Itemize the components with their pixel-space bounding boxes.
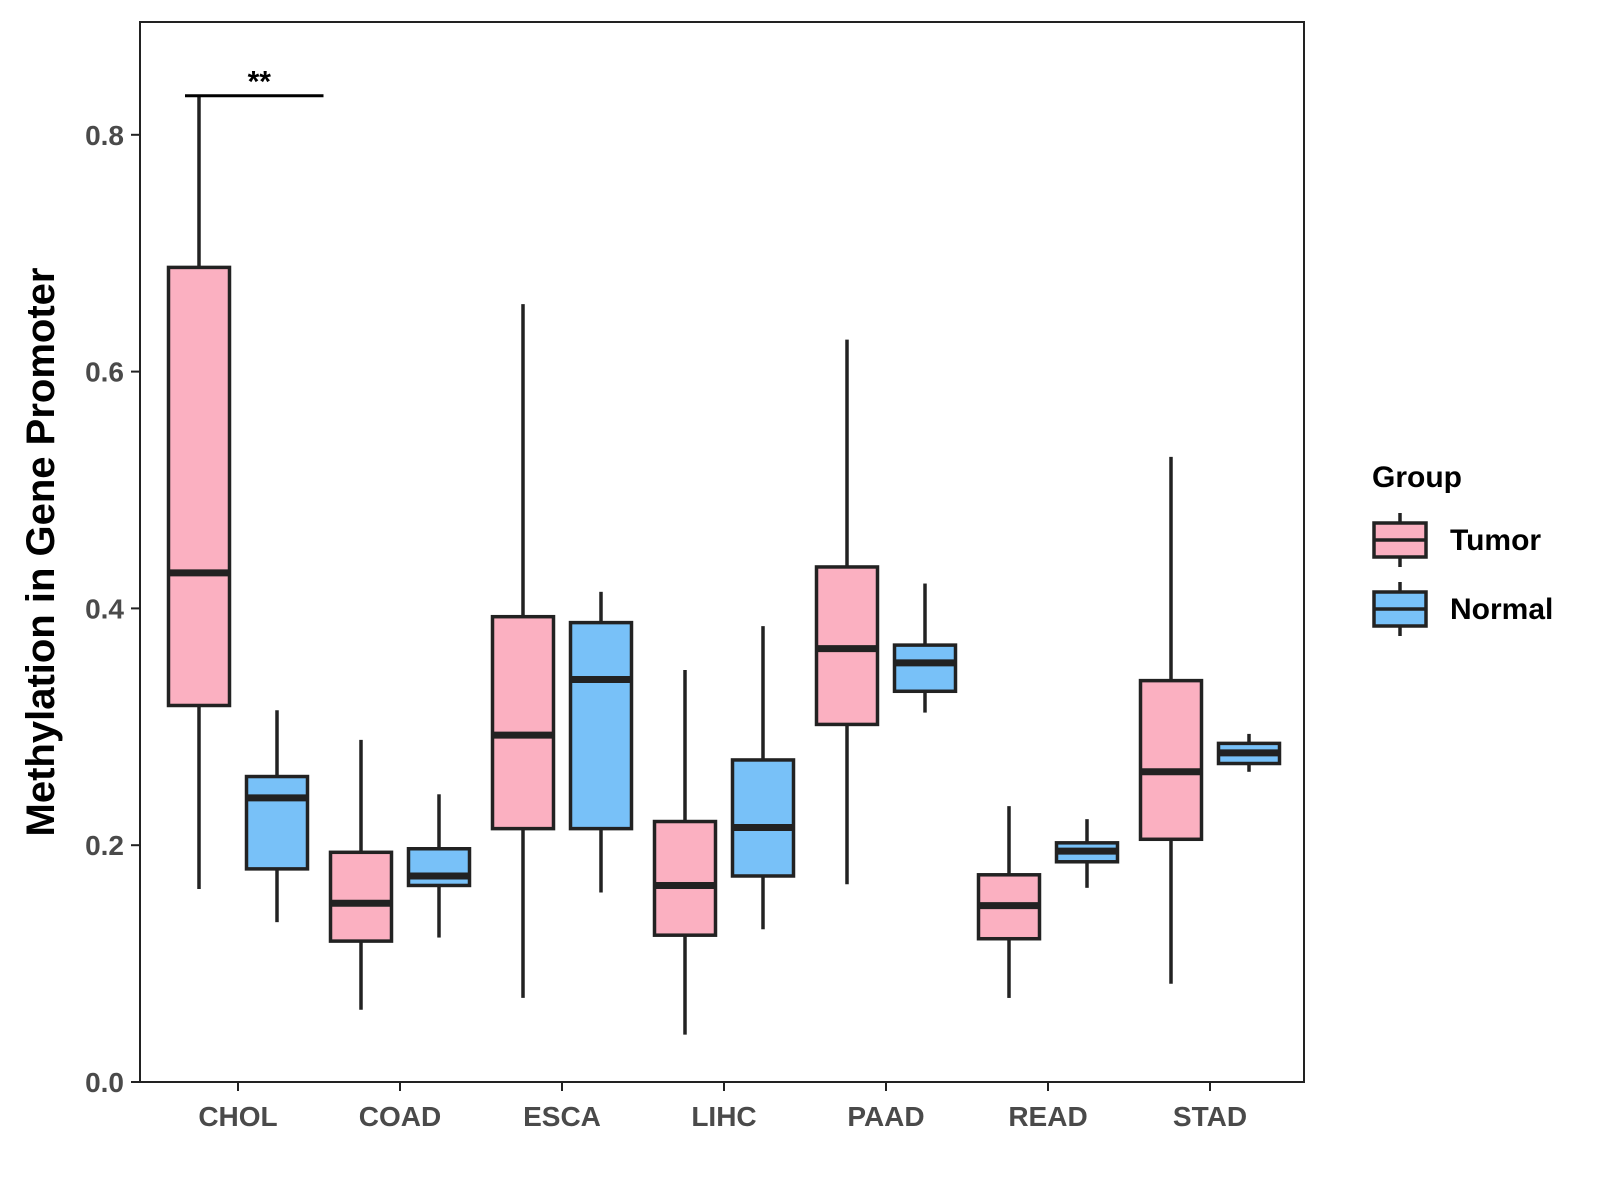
x-tick-label: COAD <box>359 1101 441 1132</box>
box-iqr <box>568 620 634 831</box>
box-iqr <box>1138 678 1204 842</box>
box-iqr <box>328 850 394 943</box>
significance-label: ** <box>248 66 272 99</box>
box-iqr <box>406 847 472 888</box>
x-tick-label: LIHC <box>691 1101 756 1132</box>
box-normal-esca <box>568 591 634 893</box>
box-tumor-read <box>976 806 1042 998</box>
box-normal-paad <box>892 583 958 713</box>
y-axis: 0.0 0.2 0.4 0.6 0.8 <box>85 120 140 1098</box>
box-series <box>166 95 1282 1035</box>
y-tick-label: 0.0 <box>85 1067 124 1098</box>
plot-panel <box>139 21 1305 1083</box>
y-tick-label: 0.8 <box>85 120 124 151</box>
box-tumor-coad <box>328 739 394 1010</box>
legend: Group Tumor Normal <box>1372 461 1553 636</box>
box-iqr <box>166 265 232 708</box>
legend-label-normal: Normal <box>1450 593 1553 626</box>
box-normal-stad <box>1216 733 1282 772</box>
box-tumor-esca <box>490 304 556 998</box>
significance-annotations: ** <box>185 66 324 99</box>
legend-key-tumor: Tumor <box>1372 513 1541 567</box>
x-tick-label: CHOL <box>198 1101 277 1132</box>
x-tick-label: PAAD <box>847 1101 924 1132</box>
box-tumor-chol <box>166 95 232 890</box>
box-tumor-paad <box>814 339 880 885</box>
box-iqr <box>490 614 556 831</box>
box-normal-lihc <box>730 626 796 930</box>
legend-keys: Tumor Normal <box>1372 513 1553 636</box>
y-tick-label: 0.6 <box>85 357 124 388</box>
y-tick-label: 0.4 <box>85 593 124 624</box>
legend-key-normal: Normal <box>1372 582 1553 636</box>
box-iqr <box>244 774 310 871</box>
legend-title: Group <box>1372 461 1462 494</box>
box-normal-coad <box>406 794 472 938</box>
x-tick-label: ESCA <box>523 1101 601 1132</box>
x-tick-label: STAD <box>1173 1101 1247 1132</box>
box-iqr <box>892 643 958 694</box>
x-axis: CHOL COAD ESCA LIHC PAAD READ STAD <box>198 1082 1247 1132</box>
box-iqr <box>730 758 796 878</box>
box-tumor-lihc <box>652 669 718 1035</box>
box-normal-chol <box>244 710 310 923</box>
box-tumor-stad <box>1138 456 1204 984</box>
y-tick-label: 0.2 <box>85 830 124 861</box>
x-tick-label: READ <box>1008 1101 1087 1132</box>
legend-label-tumor: Tumor <box>1450 524 1541 557</box>
box-iqr <box>652 819 718 937</box>
y-axis-title: Methylation in Gene Promoter <box>19 268 63 837</box>
box-normal-read <box>1054 819 1120 888</box>
